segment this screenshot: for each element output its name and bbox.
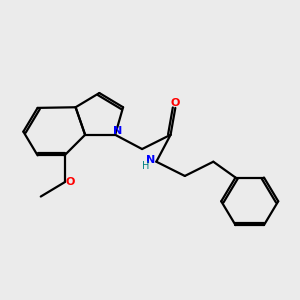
Text: O: O xyxy=(65,177,75,187)
Text: H: H xyxy=(142,160,149,170)
Text: N: N xyxy=(113,126,122,136)
Text: O: O xyxy=(171,98,180,108)
Text: N: N xyxy=(146,155,155,165)
